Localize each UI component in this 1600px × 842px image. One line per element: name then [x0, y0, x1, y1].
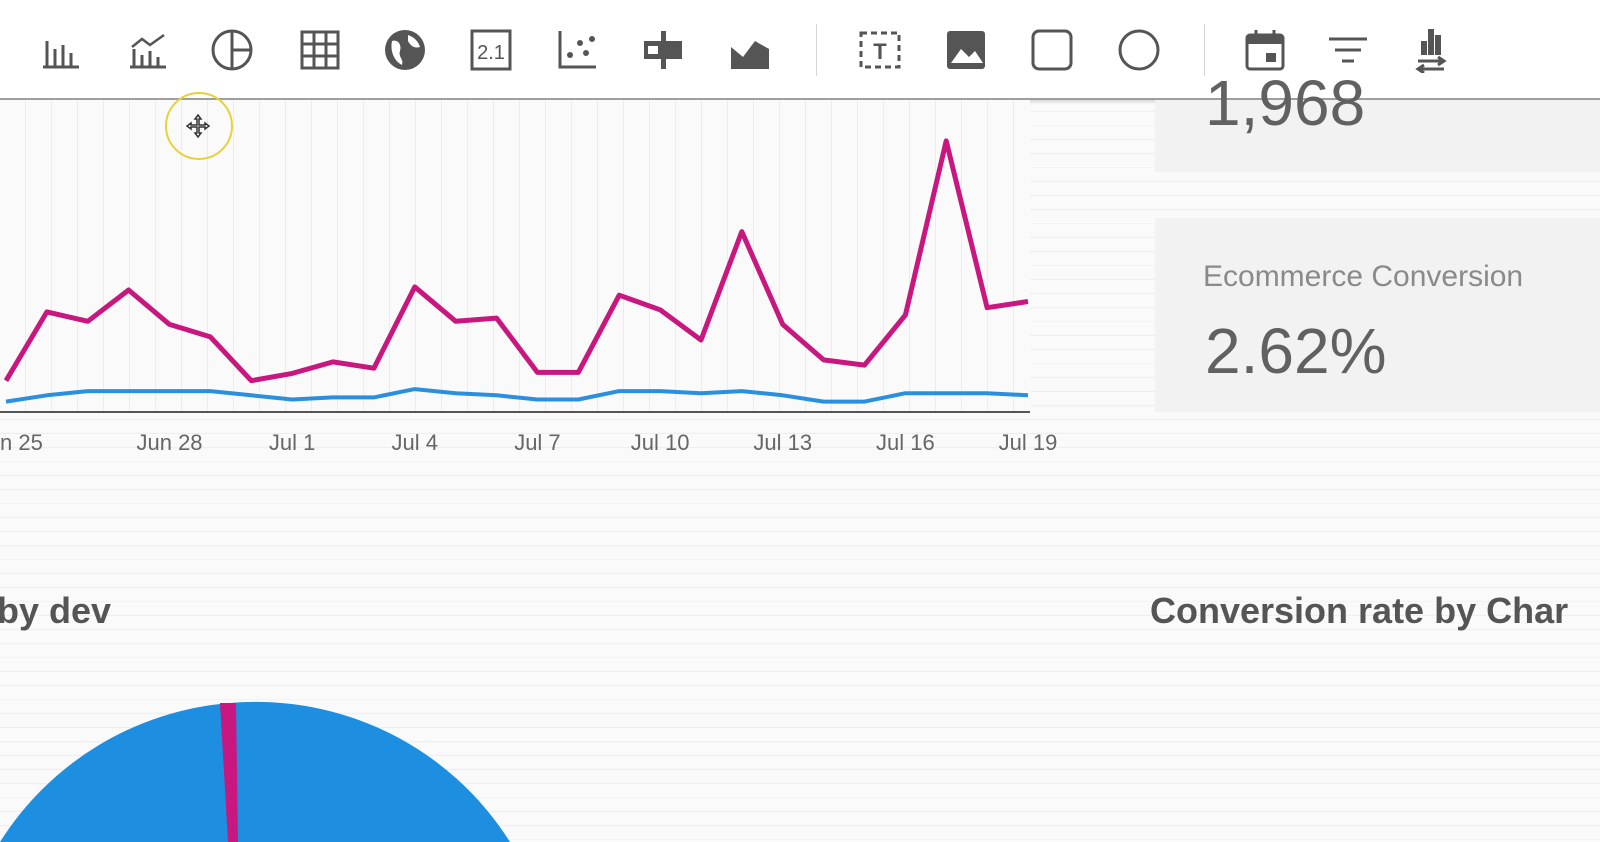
filter-icon[interactable]	[1325, 27, 1371, 73]
pie-slice-main	[0, 701, 510, 842]
date-range-icon[interactable]	[1242, 27, 1288, 73]
area-chart-icon[interactable]	[727, 27, 773, 73]
section-title-conversion-by-channel: Conversion rate by Char	[1150, 590, 1569, 631]
series-line-1[interactable]	[3, 138, 1029, 384]
toolbar-divider	[1204, 24, 1205, 76]
conversion-scorecard[interactable]: Ecommerce Conversion 2.62%	[1155, 218, 1600, 412]
x-tick-label: Jul 4	[392, 430, 438, 455]
pie-slice-minor	[220, 703, 238, 842]
x-tick-label: Jul 13	[753, 430, 812, 455]
chart-gridlines	[0, 100, 1030, 412]
move-cursor-icon	[186, 114, 210, 138]
geo-map-icon[interactable]	[382, 27, 428, 73]
scorecard-icon[interactable]: 2.1	[468, 27, 514, 73]
x-tick-label: Jul 10	[631, 430, 690, 455]
bar-chart-icon[interactable]	[37, 27, 83, 73]
timeseries-chart[interactable]: n 25 Jun 28 Jul 1 Jul 4 Jul 7 Jul 10 Jul 13 Jul…	[0, 100, 1070, 470]
toolbar-divider	[816, 24, 817, 76]
x-tick-label: Jul 7	[514, 430, 560, 455]
users-value: 1,968	[1205, 67, 1366, 139]
pie-chart-icon[interactable]	[209, 27, 255, 73]
circle-icon[interactable]	[1116, 27, 1162, 73]
users-scorecard[interactable]: 1,968	[1155, 67, 1600, 172]
data-control-icon[interactable]	[1408, 27, 1454, 73]
text-icon[interactable]: T	[857, 27, 903, 73]
rectangle-icon[interactable]	[1029, 27, 1075, 73]
series-line-2[interactable]	[5, 387, 1029, 404]
combo-chart-icon[interactable]	[124, 27, 170, 73]
x-tick-label: Jul 1	[269, 430, 315, 455]
conversion-value: 2.62%	[1205, 315, 1387, 387]
chart-toolbar: 2.1 T	[0, 0, 1600, 100]
conversion-label: Ecommerce Conversion	[1203, 260, 1524, 293]
x-tick-label: n 25	[0, 430, 43, 455]
cursor-highlight	[165, 92, 233, 160]
x-tick-label: Jun 28	[136, 430, 202, 455]
section-title-device: by dev	[0, 590, 112, 631]
scatter-chart-icon[interactable]	[554, 27, 600, 73]
scorecard-glyph: 2.1	[477, 42, 505, 64]
bullet-chart-icon[interactable]	[640, 27, 686, 73]
table-icon[interactable]	[297, 27, 343, 73]
x-tick-label: Jul 19	[999, 430, 1058, 455]
text-glyph: T	[873, 39, 887, 64]
image-icon[interactable]	[943, 27, 989, 73]
device-pie-chart[interactable]	[0, 690, 560, 842]
x-tick-label: Jul 16	[876, 430, 935, 455]
